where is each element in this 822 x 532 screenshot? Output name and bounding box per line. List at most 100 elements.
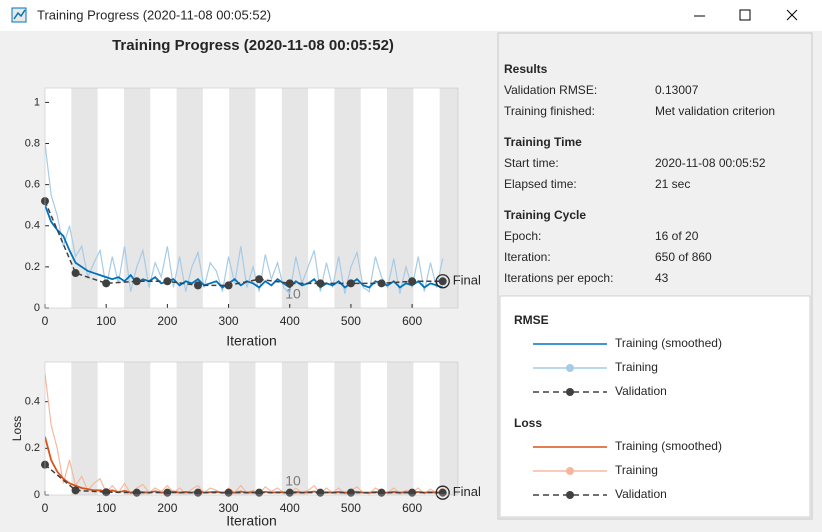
app-icon-glyph — [13, 9, 26, 20]
epoch-band — [176, 88, 203, 308]
validation-point — [316, 488, 325, 497]
legend-label: Training — [615, 463, 658, 477]
final-marker — [435, 485, 450, 500]
info-label: Training finished: — [504, 104, 595, 118]
info-value: 2020-11-08 00:05:52 — [655, 156, 766, 170]
final-marker — [435, 274, 450, 289]
legend-label: Training — [615, 360, 658, 374]
validation-point — [71, 486, 80, 495]
info-value: 21 sec — [655, 177, 690, 191]
validation-point — [316, 279, 325, 288]
legend-label: Training (smoothed) — [615, 439, 722, 453]
validation-point — [132, 277, 141, 286]
validation-point — [377, 488, 386, 497]
x-axis-label: Iteration — [226, 513, 277, 529]
info-value: 43 — [655, 271, 669, 285]
y-tick-label: 0.2 — [25, 442, 40, 454]
section-title: Training Cycle — [504, 208, 586, 222]
x-tick-label: 500 — [341, 501, 361, 515]
y-tick-label: 0 — [34, 489, 40, 501]
legend-title: Loss — [514, 416, 542, 430]
validation-point — [102, 488, 111, 497]
validation-point — [163, 277, 172, 286]
series-line — [45, 373, 444, 495]
validation-point — [102, 279, 111, 288]
close-button[interactable] — [786, 9, 798, 21]
x-tick-label: 200 — [157, 501, 177, 515]
annotation: 10 — [285, 473, 301, 489]
info-value: 0.13007 — [655, 83, 699, 97]
legend-marker — [566, 491, 574, 499]
axes-box — [44, 87, 459, 309]
y-tick-label: 0.4 — [25, 396, 40, 408]
info-value: 16 of 20 — [655, 229, 699, 243]
epoch-band — [334, 88, 361, 308]
info-label: Validation RMSE: — [504, 83, 597, 97]
x-tick-label: 100 — [96, 314, 116, 328]
y-tick-label: 0.8 — [25, 137, 40, 149]
x-axis-label: Iteration — [226, 333, 277, 349]
series-line — [45, 204, 443, 289]
series-line — [45, 464, 443, 494]
validation-point — [346, 488, 355, 497]
validation-point — [285, 279, 294, 288]
x-tick-label: 100 — [96, 501, 116, 515]
validation-point — [71, 269, 80, 278]
x-tick-label: 300 — [219, 501, 239, 515]
epoch-band — [176, 362, 203, 495]
validation-point — [255, 488, 264, 497]
chart-title: Training Progress (2020-11-08 00:05:52) — [112, 37, 394, 54]
x-tick-label: 0 — [42, 501, 49, 515]
epoch-band — [229, 362, 256, 495]
y-tick-label: 0.4 — [25, 220, 40, 232]
info-value: 650 of 860 — [655, 250, 712, 264]
legend-marker — [566, 388, 574, 396]
info-value: Met validation criterion — [655, 104, 775, 118]
series-line — [45, 200, 443, 287]
validation-point — [438, 277, 447, 286]
x-tick-label: 0 — [42, 314, 49, 328]
epoch-band — [439, 88, 458, 308]
legend-marker — [566, 467, 574, 475]
validation-point — [408, 488, 417, 497]
legend-label: Training (smoothed) — [615, 336, 722, 350]
validation-point — [224, 488, 233, 497]
x-tick-label: 600 — [402, 501, 422, 515]
window-title: Training Progress (2020-11-08 00:05:52) — [37, 7, 271, 22]
title-bar — [0, 0, 822, 31]
validation-point — [193, 488, 202, 497]
final-label: Final — [453, 484, 481, 499]
validation-point — [224, 281, 233, 290]
epoch-band — [281, 362, 309, 495]
info-label: Iterations per epoch: — [504, 271, 613, 285]
annotation: 10 — [285, 286, 301, 302]
epoch-band — [334, 362, 361, 495]
section-title: Training Time — [504, 135, 582, 149]
validation-point — [346, 279, 355, 288]
legend-label: Validation — [615, 487, 667, 501]
validation-point — [408, 277, 417, 286]
epoch-band — [387, 362, 414, 495]
legend-label: Validation — [615, 384, 667, 398]
validation-point — [163, 488, 172, 497]
legend-panel — [499, 295, 811, 518]
validation-point — [377, 279, 386, 288]
x-tick-label: 200 — [157, 314, 177, 328]
series-line — [45, 143, 444, 295]
x-tick-label: 400 — [280, 314, 300, 328]
x-tick-label: 300 — [219, 314, 239, 328]
axes-box — [44, 361, 459, 496]
info-label: Iteration: — [504, 250, 551, 264]
info-label: Elapsed time: — [504, 177, 577, 191]
y-tick-label: 0 — [34, 302, 40, 314]
x-tick-label: 400 — [280, 501, 300, 515]
maximize-button[interactable] — [739, 9, 751, 21]
epoch-band — [281, 88, 309, 308]
validation-point — [285, 488, 294, 497]
validation-point — [255, 275, 264, 284]
section-title: Results — [504, 62, 548, 76]
validation-point — [438, 488, 447, 497]
y-tick-label: 0.2 — [25, 261, 40, 273]
